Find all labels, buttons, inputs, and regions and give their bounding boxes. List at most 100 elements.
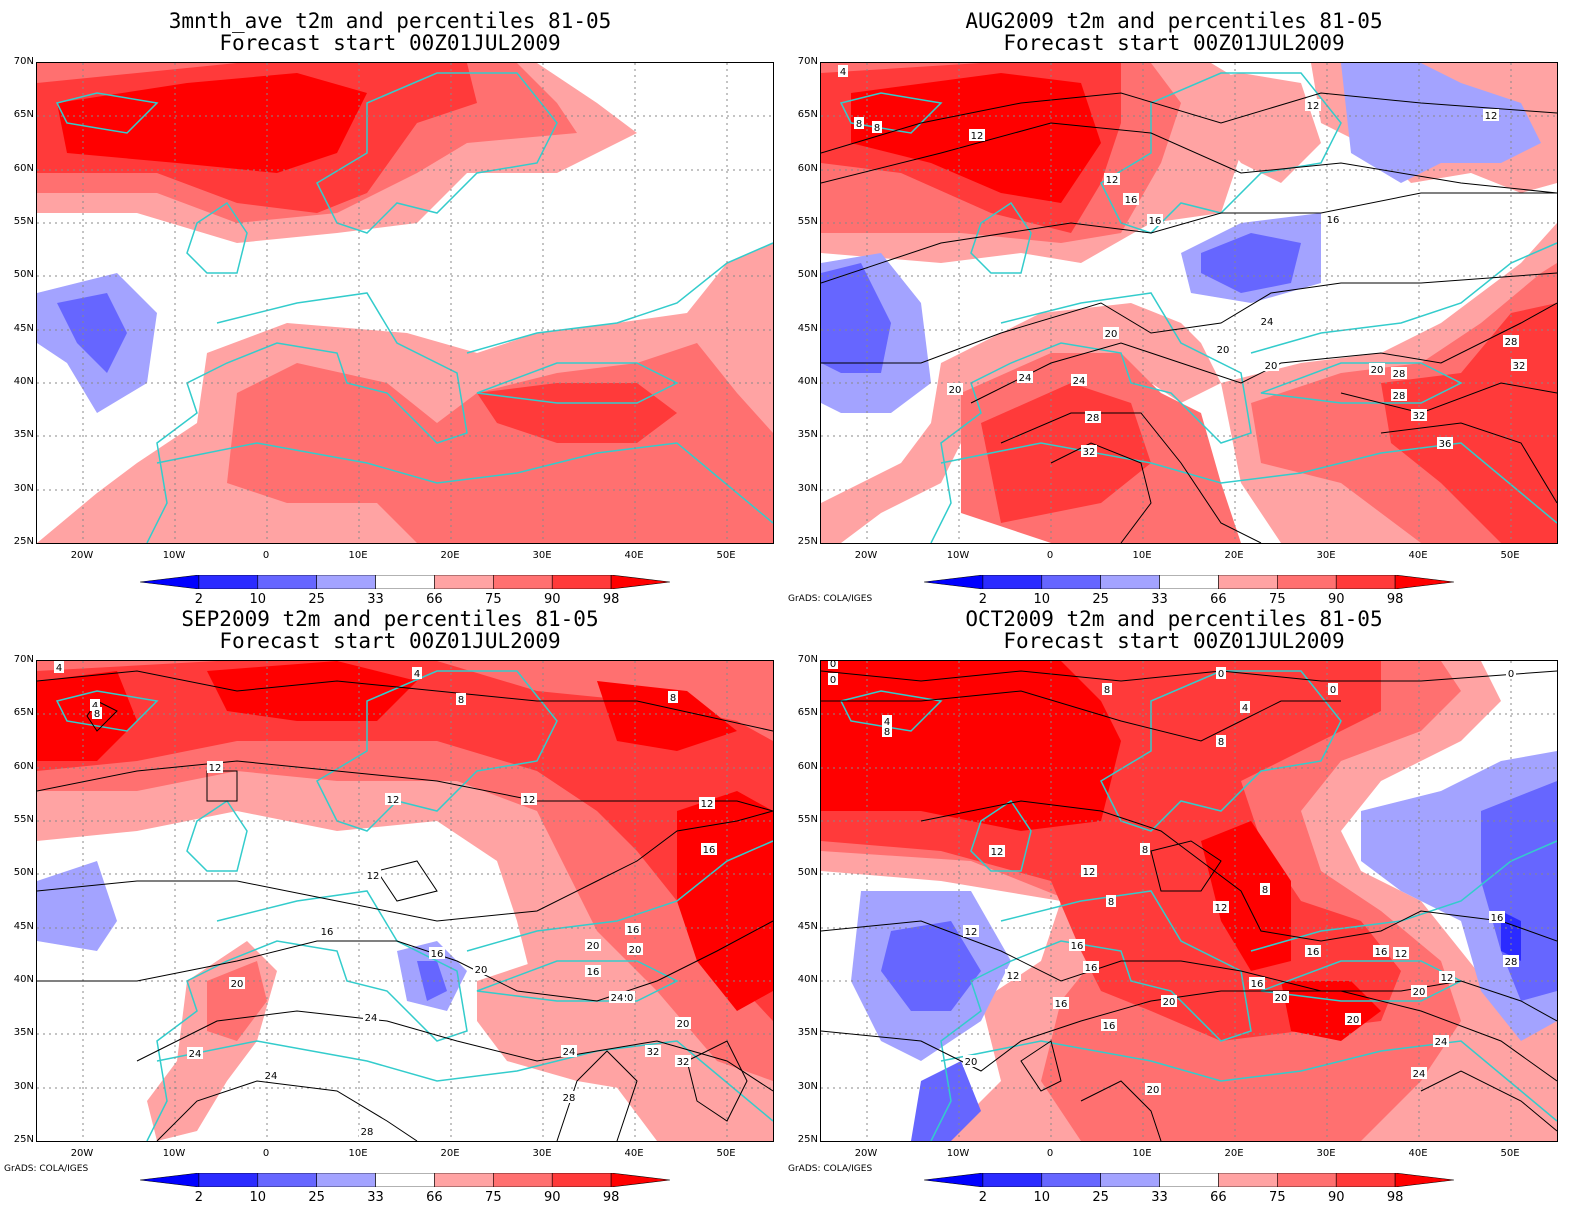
svg-text:4: 4 (56, 663, 62, 674)
colorbar-label: 33 (1151, 592, 1168, 607)
contour-label: 24 (609, 991, 625, 1004)
contour-label: 20 (229, 977, 245, 990)
lon-tick-label: 20W (70, 1148, 94, 1159)
svg-text:12: 12 (965, 927, 978, 938)
panel-oct2009: OCT2009 t2m and percentiles 81-05 Foreca… (784, 598, 1564, 1205)
grads-credit: GrADS: COLA/IGES (788, 1164, 873, 1174)
lat-tick-label: 25N (13, 1133, 34, 1145)
svg-text:20: 20 (1217, 345, 1230, 356)
colorbar-segment (1394, 575, 1454, 589)
svg-text:20: 20 (475, 965, 488, 976)
lat-tick-label: 60N (13, 760, 34, 772)
svg-text:16: 16 (1491, 913, 1504, 924)
contour-label: 32 (1511, 359, 1527, 372)
svg-text:20: 20 (1147, 1085, 1160, 1096)
contour-label: 24 (1433, 1035, 1449, 1048)
contour-label: 16 (1373, 945, 1389, 958)
panel-subtitle: Forecast start 00Z01JUL2009 (1003, 629, 1345, 653)
contour-label: 20 (1369, 363, 1385, 376)
contour-label: 28 (561, 1091, 577, 1104)
contour-label: 20 (585, 939, 601, 952)
colorbar-segment (1159, 575, 1219, 589)
svg-text:16: 16 (1071, 941, 1084, 952)
lat-tick-label: 70N (797, 654, 818, 665)
contour-label: 16 (319, 925, 335, 938)
coastlines (839, 72, 1557, 543)
panel-aug2009: AUG2009 t2m and percentiles 81-05 Foreca… (784, 0, 1564, 607)
colorbar-label: 75 (485, 592, 502, 607)
svg-text:20: 20 (677, 1019, 690, 1030)
lat-tick-label: 50N (13, 269, 34, 281)
svg-text:16: 16 (627, 925, 640, 936)
lon-tick-label: 30E (1316, 550, 1336, 561)
contour-label: 16 (1325, 213, 1341, 226)
svg-text:4: 4 (840, 67, 846, 78)
svg-text:28: 28 (361, 1127, 374, 1138)
panel-subtitle: Forecast start 00Z01JUL2009 (219, 629, 561, 653)
lon-tick-label: 50E (1500, 550, 1520, 561)
colorbar-label: 90 (1327, 1190, 1345, 1205)
contour-label: 32 (1081, 445, 1097, 458)
lon-tick-label: 50E (1500, 1148, 1520, 1159)
lat-tick-label: 25N (797, 535, 818, 547)
panel-3mnth-ave: 3mnth_ave t2m and percentiles 81-05 Fore… (0, 0, 780, 607)
lat-tick-label: 30N (13, 1080, 34, 1092)
svg-text:28: 28 (1393, 391, 1406, 402)
svg-text:12: 12 (1083, 867, 1096, 878)
lon-tick-label: 10W (946, 1148, 970, 1159)
contour-label: 20 (1411, 985, 1427, 998)
lat-tick-label: 70N (797, 56, 818, 67)
contour-label: 8 (1216, 735, 1226, 748)
lon-tick-label: 20E (1224, 550, 1244, 561)
colorbar-label: 90 (543, 1190, 561, 1205)
contour-label: 24 (187, 1047, 203, 1060)
svg-text:8: 8 (1104, 685, 1110, 696)
grid-lines (37, 661, 773, 1141)
colorbar-segment (1100, 575, 1160, 589)
anomaly-shading (821, 661, 1557, 1141)
svg-text:20: 20 (621, 993, 634, 1004)
panel-subtitle: Forecast start 00Z01JUL2009 (1003, 31, 1345, 55)
contour-label: 24 (263, 1069, 279, 1082)
contour-layer: 4 8 8 12 12 12 12 16 16 16 20 20 20 20 20 24 24 24 28 28 28 2… (838, 65, 1527, 458)
colorbar-segment (375, 1173, 435, 1187)
contour-label: 16 (1101, 1019, 1117, 1032)
colorbar-label: 2 (978, 1190, 988, 1205)
svg-text:32: 32 (647, 1047, 660, 1058)
colorbar-segment (375, 575, 435, 589)
colorbar-label: 2 (194, 592, 204, 607)
lat-tick-label: 70N (13, 654, 34, 665)
svg-text:24: 24 (611, 993, 624, 1004)
colorbar-segment (434, 1173, 494, 1187)
svg-text:20: 20 (629, 945, 642, 956)
svg-text:28: 28 (1393, 369, 1406, 380)
colorbar-label: 2 (194, 1190, 204, 1205)
lon-tick-label: 0 (262, 1148, 270, 1159)
colorbar-segment (316, 1173, 376, 1187)
isotherms (821, 92, 1557, 543)
lon-tick-label: 10E (348, 1148, 368, 1159)
contour-label: 0 (1328, 683, 1338, 696)
colorbar-segment (198, 575, 259, 589)
contour-label: 16 (1249, 977, 1265, 990)
contour-label: 8 (854, 117, 864, 130)
svg-text:12: 12 (1485, 111, 1498, 122)
contour-label: 4 (838, 65, 848, 78)
colorbar-segment (924, 575, 984, 589)
colorbar-segment (924, 1173, 984, 1187)
svg-text:8: 8 (670, 693, 676, 704)
svg-text:16: 16 (1375, 947, 1388, 958)
svg-text:8: 8 (1108, 897, 1114, 908)
contour-label: 12 (1305, 99, 1321, 112)
contour-label: 32 (645, 1045, 661, 1058)
colorbar-label: 98 (1386, 592, 1404, 607)
svg-text:20: 20 (1163, 997, 1176, 1008)
contour-label: 8 (882, 725, 892, 738)
contour-label: 20 (1161, 995, 1177, 1008)
lon-tick-label: 10W (162, 1148, 186, 1159)
lon-tick-label: 50E (716, 550, 736, 561)
colorbar-segment (1277, 1173, 1337, 1187)
contour-label: 28 (1503, 955, 1519, 968)
colorbar-label: 66 (426, 1190, 443, 1205)
colorbar-segment (551, 1173, 612, 1187)
